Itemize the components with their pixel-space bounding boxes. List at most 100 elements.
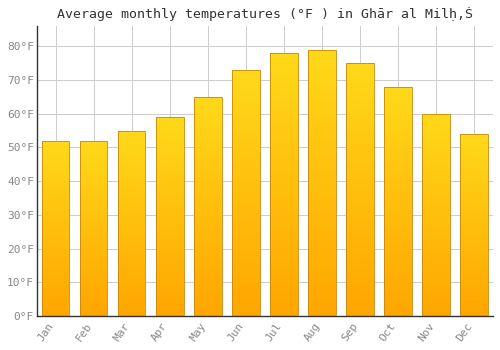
- Bar: [422, 263, 450, 267]
- Bar: [232, 90, 260, 95]
- Bar: [384, 183, 411, 188]
- Bar: [270, 200, 297, 205]
- Bar: [232, 94, 260, 99]
- Bar: [232, 257, 260, 262]
- Bar: [42, 207, 70, 211]
- Bar: [308, 76, 336, 82]
- Bar: [308, 241, 336, 247]
- Bar: [308, 103, 336, 108]
- Bar: [156, 197, 184, 201]
- Bar: [384, 146, 411, 151]
- Bar: [232, 296, 260, 301]
- Bar: [346, 275, 374, 280]
- Bar: [80, 197, 108, 200]
- Bar: [346, 205, 374, 210]
- Bar: [384, 293, 411, 298]
- Bar: [232, 159, 260, 163]
- Bar: [460, 250, 487, 254]
- Bar: [156, 236, 184, 240]
- Bar: [80, 144, 108, 148]
- Bar: [346, 154, 374, 159]
- Bar: [422, 199, 450, 203]
- Bar: [422, 304, 450, 308]
- Bar: [194, 219, 222, 224]
- Bar: [232, 193, 260, 198]
- Bar: [42, 312, 70, 316]
- Bar: [308, 130, 336, 135]
- Bar: [384, 247, 411, 252]
- Bar: [384, 201, 411, 206]
- Bar: [270, 153, 297, 158]
- Bar: [346, 74, 374, 78]
- Bar: [308, 124, 336, 130]
- Bar: [460, 301, 487, 305]
- Bar: [308, 209, 336, 215]
- Bar: [42, 148, 70, 151]
- Bar: [422, 114, 450, 316]
- Bar: [270, 205, 297, 211]
- Bar: [194, 97, 222, 101]
- Bar: [422, 191, 450, 195]
- Bar: [460, 243, 487, 247]
- Bar: [118, 234, 146, 238]
- Bar: [422, 235, 450, 239]
- Bar: [42, 274, 70, 277]
- Bar: [270, 53, 297, 316]
- Bar: [156, 153, 184, 157]
- Bar: [194, 268, 222, 272]
- Bar: [80, 165, 108, 169]
- Bar: [118, 275, 146, 279]
- Bar: [308, 87, 336, 92]
- Bar: [194, 237, 222, 241]
- Bar: [384, 96, 411, 100]
- Bar: [308, 225, 336, 231]
- Bar: [118, 142, 146, 146]
- Bar: [80, 260, 108, 263]
- Bar: [270, 179, 297, 184]
- Bar: [422, 130, 450, 134]
- Bar: [384, 87, 411, 91]
- Bar: [460, 178, 487, 181]
- Bar: [118, 301, 146, 305]
- Bar: [422, 170, 450, 174]
- Bar: [460, 148, 487, 152]
- Bar: [384, 224, 411, 229]
- Bar: [232, 252, 260, 257]
- Bar: [156, 157, 184, 161]
- Bar: [460, 265, 487, 268]
- Bar: [460, 214, 487, 218]
- Bar: [346, 215, 374, 220]
- Bar: [384, 229, 411, 233]
- Bar: [232, 267, 260, 272]
- Bar: [194, 141, 222, 145]
- Bar: [194, 163, 222, 167]
- Bar: [460, 160, 487, 163]
- Bar: [194, 276, 222, 281]
- Bar: [42, 228, 70, 232]
- Bar: [42, 218, 70, 221]
- Bar: [422, 195, 450, 199]
- Bar: [42, 165, 70, 169]
- Bar: [42, 214, 70, 218]
- Bar: [308, 114, 336, 119]
- Bar: [156, 201, 184, 205]
- Bar: [80, 218, 108, 221]
- Bar: [80, 193, 108, 197]
- Bar: [270, 237, 297, 242]
- Bar: [422, 259, 450, 263]
- Bar: [422, 288, 450, 292]
- Bar: [156, 252, 184, 256]
- Bar: [194, 241, 222, 246]
- Bar: [460, 298, 487, 301]
- Bar: [422, 138, 450, 142]
- Bar: [270, 221, 297, 226]
- Bar: [232, 99, 260, 104]
- Bar: [270, 300, 297, 305]
- Bar: [270, 279, 297, 284]
- Bar: [118, 190, 146, 194]
- Bar: [460, 232, 487, 236]
- Bar: [308, 55, 336, 61]
- Bar: [384, 211, 411, 215]
- Bar: [194, 246, 222, 250]
- Bar: [232, 173, 260, 178]
